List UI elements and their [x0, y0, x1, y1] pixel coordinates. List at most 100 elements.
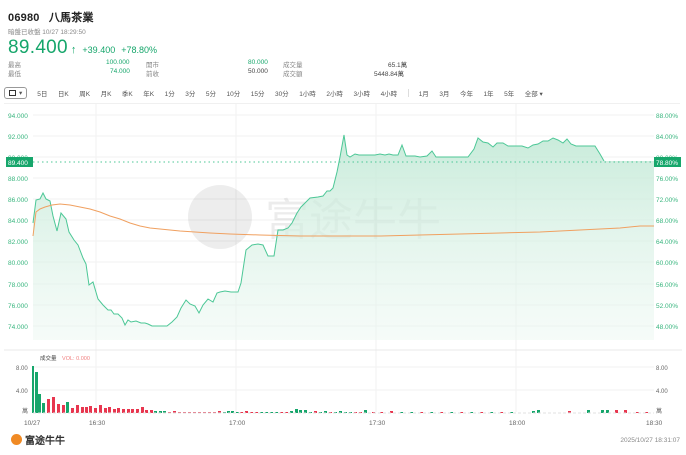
- low-value: 74.000: [110, 68, 130, 75]
- volume-y-axis: 8.00 4.00 萬 8.00 4.00 萬: [16, 366, 668, 415]
- price-area: [33, 135, 654, 340]
- svg-text:萬: 萬: [656, 407, 662, 415]
- svg-text:86.000: 86.000: [8, 197, 28, 204]
- svg-text:76.000: 76.000: [8, 303, 28, 310]
- volume-label: 成交量: [283, 62, 303, 69]
- svg-text:52.00%: 52.00%: [656, 303, 678, 310]
- svg-text:56.00%: 56.00%: [656, 282, 678, 289]
- range-3m[interactable]: 3月: [439, 91, 450, 98]
- prev-close-label: 前收: [146, 71, 159, 78]
- x-axis: 10/27 16:30 17:00 17:30 18:00 18:30: [24, 420, 663, 427]
- volume-title: 成交量: [40, 356, 57, 362]
- futu-logo: 富途牛牛: [11, 432, 65, 447]
- price-change: +39.400: [82, 45, 116, 55]
- stock-code: 06980: [8, 12, 40, 24]
- svg-text:84.000: 84.000: [8, 218, 28, 225]
- svg-text:16:30: 16:30: [89, 420, 106, 427]
- left-y-axis: 94.000 92.000 90.000 88.000 86.000 84.00…: [8, 113, 28, 331]
- high-value: 100.000: [106, 59, 130, 66]
- price-row: 89.400 ↑ +39.400 +78.80%: [8, 37, 157, 59]
- range-1y[interactable]: 1年: [483, 91, 494, 98]
- candle-icon: [9, 90, 16, 96]
- current-price: 89.400: [8, 37, 68, 58]
- range-ytd[interactable]: 今年: [459, 91, 473, 98]
- current-pct-badge-text: 78.80%: [656, 160, 678, 167]
- toolbar-divider: [407, 89, 409, 97]
- svg-text:82.000: 82.000: [8, 239, 28, 246]
- range-5y[interactable]: 5年: [504, 91, 515, 98]
- svg-text:80.000: 80.000: [8, 260, 28, 267]
- svg-text:76.00%: 76.00%: [656, 176, 678, 183]
- period-10min[interactable]: 10分: [226, 91, 241, 98]
- svg-text:72.00%: 72.00%: [656, 197, 678, 204]
- futu-logo-text: 富途牛牛: [25, 436, 65, 447]
- period-2h[interactable]: 2小時: [326, 91, 343, 98]
- period-3h[interactable]: 3小時: [353, 91, 371, 98]
- period-15min[interactable]: 15分: [250, 91, 265, 98]
- period-1min[interactable]: 1分: [164, 91, 175, 98]
- svg-text:17:30: 17:30: [369, 420, 386, 427]
- period-30min[interactable]: 30分: [274, 91, 289, 98]
- period-week-k[interactable]: 周K: [79, 91, 91, 98]
- period-month-k[interactable]: 月K: [100, 91, 112, 98]
- chevron-down-icon: ▾: [19, 90, 23, 97]
- svg-text:84.00%: 84.00%: [656, 134, 678, 141]
- snapshot-timestamp: 2025/10/27 18:31:07: [620, 437, 680, 444]
- low-label: 最低: [8, 71, 21, 78]
- high-label: 最高: [8, 62, 21, 69]
- svg-text:88.000: 88.000: [8, 176, 28, 183]
- range-all[interactable]: 全部 ▾: [524, 91, 543, 98]
- period-5d[interactable]: 5日: [37, 91, 48, 98]
- svg-text:68.00%: 68.00%: [656, 218, 678, 225]
- volume-legend: VOL: 0.000: [62, 356, 90, 362]
- price-line: [32, 134, 605, 327]
- svg-text:18:30: 18:30: [646, 420, 663, 427]
- svg-text:94.000: 94.000: [8, 113, 28, 120]
- svg-text:萬: 萬: [22, 407, 28, 415]
- svg-text:8.00: 8.00: [16, 366, 28, 372]
- period-5min[interactable]: 5分: [205, 91, 216, 98]
- svg-text:18:00: 18:00: [509, 420, 526, 427]
- svg-text:4.00: 4.00: [656, 389, 668, 395]
- stock-name: 八馬茶業: [48, 12, 94, 24]
- period-3min[interactable]: 3分: [185, 91, 196, 98]
- open-label: 開市: [146, 62, 159, 69]
- right-y-axis: 88.00% 84.00% 80.00% 76.00% 72.00% 68.00…: [656, 113, 678, 331]
- chart-toolbar: ▾ 5日 日K 周K 月K 季K 年K 1分 3分 5分 10分 15分 30分…: [4, 86, 553, 100]
- amount-label: 成交額: [283, 71, 303, 78]
- period-year-k[interactable]: 年K: [143, 91, 155, 98]
- svg-text:4.00: 4.00: [16, 389, 28, 395]
- period-4h[interactable]: 4小時: [380, 91, 398, 98]
- svg-text:8.00: 8.00: [656, 366, 668, 372]
- svg-text:88.00%: 88.00%: [656, 113, 678, 120]
- current-pct-badge: [654, 157, 681, 167]
- amount-value: 5448.84萬: [374, 71, 404, 78]
- period-day-k[interactable]: 日K: [57, 91, 69, 98]
- svg-text:78.000: 78.000: [8, 282, 28, 289]
- svg-text:60.00%: 60.00%: [656, 260, 678, 267]
- svg-text:48.00%: 48.00%: [656, 324, 678, 331]
- svg-text:74.000: 74.000: [8, 324, 28, 331]
- volume-value: 65.1萬: [388, 62, 408, 69]
- svg-text:64.00%: 64.00%: [656, 239, 678, 246]
- toolbar-divider-line: [4, 103, 680, 104]
- volume-panel-title: 成交量 VOL: 0.000: [40, 354, 90, 362]
- current-price-badge-text: 89.400: [8, 160, 28, 167]
- svg-text:92.000: 92.000: [8, 134, 28, 141]
- chart-type-select[interactable]: ▾: [4, 87, 28, 99]
- market-status: 暗盤已收盤 10/27 18:29:50: [8, 29, 86, 36]
- period-1h[interactable]: 1小時: [299, 91, 316, 98]
- prev-close-value: 50.000: [248, 68, 268, 75]
- current-price-badge: [6, 157, 33, 167]
- average-line: [32, 203, 654, 237]
- price-change-pct: +78.80%: [121, 45, 157, 55]
- stock-title: 06980 八馬茶業: [8, 9, 100, 25]
- up-arrow-icon: ↑: [70, 44, 77, 56]
- open-value: 80.000: [248, 59, 268, 66]
- svg-text:10/27: 10/27: [24, 420, 41, 427]
- futu-logo-icon: [11, 434, 22, 445]
- range-1m[interactable]: 1月: [418, 91, 429, 98]
- period-quarter-k[interactable]: 季K: [121, 91, 133, 98]
- svg-text:17:00: 17:00: [229, 420, 246, 427]
